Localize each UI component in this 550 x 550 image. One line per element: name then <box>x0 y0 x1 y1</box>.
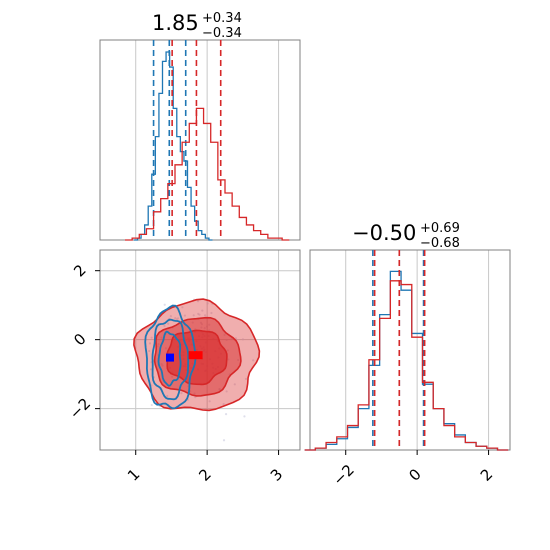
scatter-point <box>157 343 160 346</box>
contour-level-series_a-2 <box>157 330 182 387</box>
scatter-point <box>169 315 172 318</box>
x-tick-label: 2 <box>477 465 496 484</box>
scatter-point <box>161 364 164 367</box>
scatter-point <box>224 413 228 416</box>
contour-panel: 1 2 3 −2 0 2 <box>66 249 301 485</box>
histogram-series-series_a <box>133 51 213 241</box>
scatter-point <box>197 312 200 315</box>
scatter-point <box>201 309 204 312</box>
scatter-point <box>222 439 226 442</box>
scatter-point <box>206 302 209 305</box>
scatter-point <box>227 358 230 361</box>
marker-series-b <box>194 351 203 360</box>
scatter-point <box>225 338 228 342</box>
scatter-point <box>237 358 240 362</box>
contour-level-series_a-0 <box>144 304 197 410</box>
scatter-point <box>148 342 152 345</box>
scatter-point <box>180 392 183 395</box>
axes-frame <box>99 39 301 241</box>
scatter-point <box>163 324 166 328</box>
scatter-point <box>234 337 238 340</box>
scatter-point <box>193 392 196 395</box>
scatter-point <box>163 303 166 306</box>
scatter-point <box>243 415 246 418</box>
scatter-point <box>166 394 169 398</box>
scatter-point <box>192 314 195 317</box>
scatter-point <box>196 300 200 303</box>
scatter-point <box>160 336 163 339</box>
axes-frame <box>99 249 301 451</box>
x-tick-label: 1 <box>124 465 143 484</box>
scatter-point <box>203 327 206 330</box>
histogram-title-param-1-lower-error: −0.34 <box>202 26 242 41</box>
histogram-panel-param-2: −0.50 +0.69 −0.68 −2 0 2 <box>304 221 511 489</box>
histogram-title-param-1-value: 1.85 <box>152 11 199 35</box>
scatter-point <box>218 388 222 391</box>
histogram-panel-param-1: 1.85 +0.34 −0.34 <box>99 11 301 241</box>
scatter-point <box>205 325 209 328</box>
histogram-title-param-2-lower-error: −0.68 <box>420 236 460 251</box>
scatter-point <box>156 345 159 348</box>
y-tick-label: −2 <box>66 394 94 422</box>
scatter-point <box>148 349 151 353</box>
y-tick-label: 2 <box>70 261 89 280</box>
x-tick-label: −2 <box>330 461 358 489</box>
scatter-point <box>208 400 211 403</box>
x-tick-label: 2 <box>195 465 214 484</box>
scatter-point <box>208 323 211 326</box>
scatter-point <box>174 317 177 320</box>
x-tick-label: 3 <box>267 465 286 484</box>
histogram-title-param-2-value: −0.50 <box>352 221 416 245</box>
scatter-point <box>183 314 187 317</box>
scatter-point <box>230 337 233 341</box>
scatter-point <box>175 318 178 321</box>
scatter-point <box>150 336 153 339</box>
scatter-point <box>223 333 226 337</box>
histogram-series-series_b <box>304 280 509 451</box>
scatter-point <box>203 314 207 317</box>
scatter-point <box>222 402 225 406</box>
scatter-point <box>199 321 203 324</box>
scatter-point <box>226 349 229 352</box>
histogram-series-series_b <box>125 107 290 241</box>
contour-level-series_a-1 <box>151 318 190 401</box>
histogram-series-series_a <box>304 270 509 451</box>
scatter-point <box>244 377 248 381</box>
y-tick-label: 0 <box>70 330 89 349</box>
scatter-point <box>233 383 236 386</box>
marker-series-a <box>166 353 174 362</box>
scatter-point <box>150 403 153 407</box>
scatter-point <box>164 347 167 350</box>
scatter-point <box>167 322 170 325</box>
x-tick-label: 0 <box>405 465 424 484</box>
axes-frame <box>309 249 511 451</box>
marker-series-b-secondary <box>188 351 197 360</box>
scatter-point <box>200 326 203 329</box>
scatter-point <box>149 368 153 371</box>
scatter-point <box>252 359 255 362</box>
scatter-point <box>171 375 174 378</box>
scatter-point <box>181 306 184 309</box>
scatter-point <box>191 321 194 324</box>
histogram-title-param-1-upper-error: +0.34 <box>202 11 242 26</box>
scatter-point <box>241 338 245 341</box>
scatter-point <box>225 390 228 393</box>
histogram-title-param-2-upper-error: +0.69 <box>420 221 460 236</box>
scatter-point <box>210 311 213 315</box>
